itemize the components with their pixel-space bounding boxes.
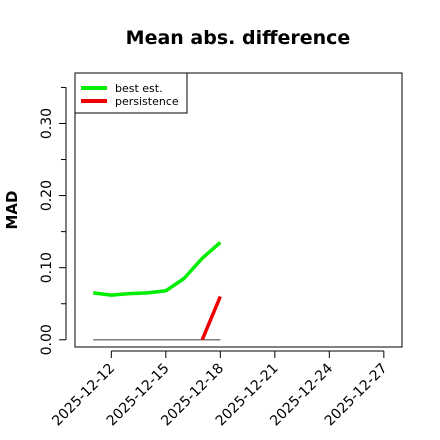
- legend-box: [74, 72, 188, 114]
- axis-layer: 0.000.100.200.302025-12-122025-12-152025…: [39, 86, 391, 429]
- legend-label-persistence: persistence: [115, 95, 179, 108]
- y-tick-label: 0.10: [39, 252, 55, 283]
- plot-frame: [74, 72, 403, 348]
- y-tick-label: 0.00: [39, 324, 55, 355]
- chart-title: Mean abs. difference: [126, 27, 351, 49]
- plot-layer: [92, 241, 222, 341]
- legend-label-best-est: best est.: [115, 82, 163, 95]
- series-line-persistence: [200, 295, 222, 341]
- y-tick-label: 0.20: [39, 180, 55, 211]
- series-line-best-est: [92, 241, 222, 297]
- legend: best est. persistence: [74, 72, 188, 114]
- y-tick-label: 0.30: [39, 108, 55, 139]
- y-axis-label: MAD: [3, 191, 21, 230]
